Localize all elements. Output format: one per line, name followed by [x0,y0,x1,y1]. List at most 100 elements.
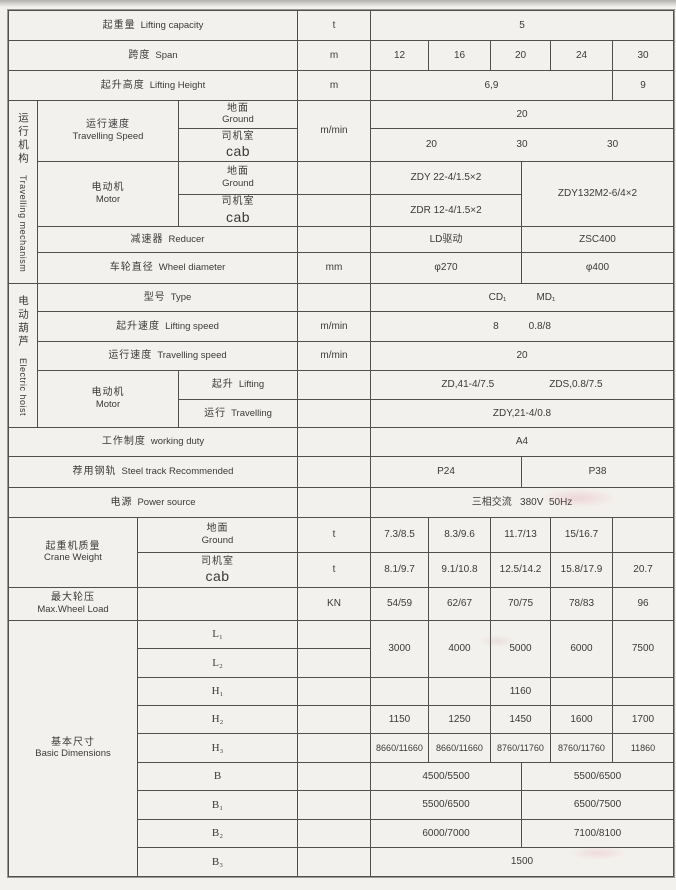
max-wheel-load-value: 54/59 [371,588,429,621]
dim-h1-value-empty [429,678,491,706]
ground-zh: 地面 [227,166,249,178]
crane-weight-label-en: Crane Weight [44,552,102,564]
crane-weight-cab-unit: t [298,553,371,588]
crane-weight-ground-value: 7.3/8.5 [371,518,429,553]
crane-weight-ground-unit: t [298,518,371,553]
ground-en: Ground [222,177,254,189]
section-travelling-zh: 运行机构 [17,111,30,166]
dim-b2-left-value: 6000/7000 [371,820,522,848]
ground-en: Ground [201,534,234,546]
cab-zh: 司机室 [201,555,234,567]
hoist-motor-travelling-unit-empty [298,400,371,428]
dim-b2-label: B₂ [138,820,298,848]
crane-weight-cab-value: 12.5/14.2 [491,553,551,588]
cab-en: cab [205,568,230,585]
hoist-motor-travelling-en: Travelling [231,407,272,419]
working-duty-label: 工作制度 working duty [9,428,298,457]
reducer-right-value: ZSC400 [522,227,674,253]
travelling-speed-ground-value: 20 [371,101,674,129]
steel-track-right-value: P38 [522,457,674,488]
dim-h2-value: 1150 [371,706,429,734]
cab-speed-value: 20 [425,139,437,151]
crane-weight-cab-sublabel: 司机室 cab [138,553,298,588]
power-source-label-zh: 电源 [110,496,133,508]
ground-en: Ground [222,114,254,126]
hoist-lifting-speed-label: 起升速度 Lifting speed [38,312,298,342]
max-wheel-load-sublabel-empty [138,588,298,621]
hoist-type-label-zh: 型号 [143,291,166,303]
travelling-motor-ground-unit-empty [298,162,371,195]
dim-b3-unit-empty [298,848,371,877]
span-label-en: Span [155,49,178,61]
travelling-motor-label-zh: 电动机 [91,182,125,194]
dim-l-value: 7500 [613,621,674,678]
cab-zh: 司机室 [221,130,255,142]
travelling-motor-label: 电动机 Motor [38,162,179,227]
power-source-value: 三相交流 380V 50Hz [371,488,674,518]
crane-weight-ground-value: 15/16.7 [551,518,613,553]
hoist-type-unit-empty [298,284,371,312]
power-source-label-en: Power source [137,496,196,508]
dim-h3-unit-empty [298,734,371,763]
travelling-motor-cab-unit-empty [298,195,371,227]
dim-h3-value: 8660/11660 [371,734,429,763]
dim-b1-left-value: 5500/6500 [371,791,522,820]
hoist-type-value: CD₁ [488,291,507,303]
hoist-motor-lifting-values: ZD,41-4/7.5 ZDS,0.8/7.5 [371,371,674,400]
travelling-speed-unit: m/min [298,101,371,162]
hoist-lifting-speed-unit: m/min [298,312,371,342]
dim-h1-value-empty [551,678,613,706]
lifting-height-label-zh: 起升高度 [100,79,145,91]
basic-dimensions-label-zh: 基本尺寸 [51,736,95,748]
dim-b3-value: 1500 [371,848,674,877]
hoist-motor-lifting-zh: 起升 [211,379,234,391]
hoist-motor-travelling-value: ZDY,21-4/0.8 [371,400,674,428]
crane-weight-cab-value: 9.1/10.8 [429,553,491,588]
travelling-speed-cab-sublabel: 司机室 cab [179,129,298,162]
max-wheel-load-value: 78/83 [551,588,613,621]
hoist-motor-lifting-en: Lifting [238,379,265,391]
dim-h3-value: 8660/11660 [429,734,491,763]
crane-weight-label: 起重机质量 Crane Weight [9,518,138,588]
lifting-height-unit: m [298,71,371,101]
span-label: 跨度 Span [9,41,298,71]
lifting-capacity-label: 起重量 Lifting capacity [9,11,298,41]
dim-b-right-value: 5500/6500 [522,763,674,791]
dim-b-label: B [138,763,298,791]
working-duty-value: A4 [371,428,674,457]
hoist-motor-lifting-value: ZD,41-4/7.5 [441,379,495,391]
travelling-speed-ground-sublabel: 地面 Ground [179,101,298,129]
reducer-label: 减速器 Reducer [38,227,298,253]
dim-l1-label: L₁ [138,621,298,649]
hoist-travelling-speed-label: 运行速度 Travelling speed [38,342,298,371]
steel-track-label-zh: 荐用钢轨 [72,466,117,478]
lifting-height-value-30m: 9 [613,71,674,101]
hoist-lifting-speed-label-zh: 起升速度 [116,320,161,332]
span-value: 24 [551,41,613,71]
crane-weight-ground-value-empty [613,518,674,553]
dim-b3-label: B₃ [138,848,298,877]
hoist-type-label: 型号 Type [38,284,298,312]
ground-zh: 地面 [227,102,249,114]
hoist-motor-label-zh: 电动机 [91,387,125,399]
dim-l-value: 6000 [551,621,613,678]
travelling-motor-cab-value: ZDR 12-4/1.5×2 [371,195,522,227]
dim-h3-label: H₃ [138,734,298,763]
cab-speed-value: 30 [516,139,528,151]
crane-weight-cab-value: 20.7 [613,553,674,588]
dim-h1-label: H₁ [138,678,298,706]
working-duty-unit-empty [298,428,371,457]
dim-h1-value: 1160 [491,678,551,706]
crane-weight-label-zh: 起重机质量 [45,540,101,552]
wheel-diameter-unit: mm [298,253,371,284]
hoist-motor-label-en: Motor [95,398,121,410]
reducer-label-zh: 减速器 [130,233,164,245]
dim-h2-value: 1450 [491,706,551,734]
section-travelling-mechanism: 运行机构 Travelling mechanism [9,101,38,284]
max-wheel-load-unit: KN [298,588,371,621]
hoist-lifting-speed-values: 8 0.8/8 [371,312,674,342]
max-wheel-load-value: 70/75 [491,588,551,621]
dim-h3-value: 8760/11760 [491,734,551,763]
lifting-height-label-en: Lifting Height [149,79,206,91]
hoist-type-value: MD₁ [536,291,556,303]
